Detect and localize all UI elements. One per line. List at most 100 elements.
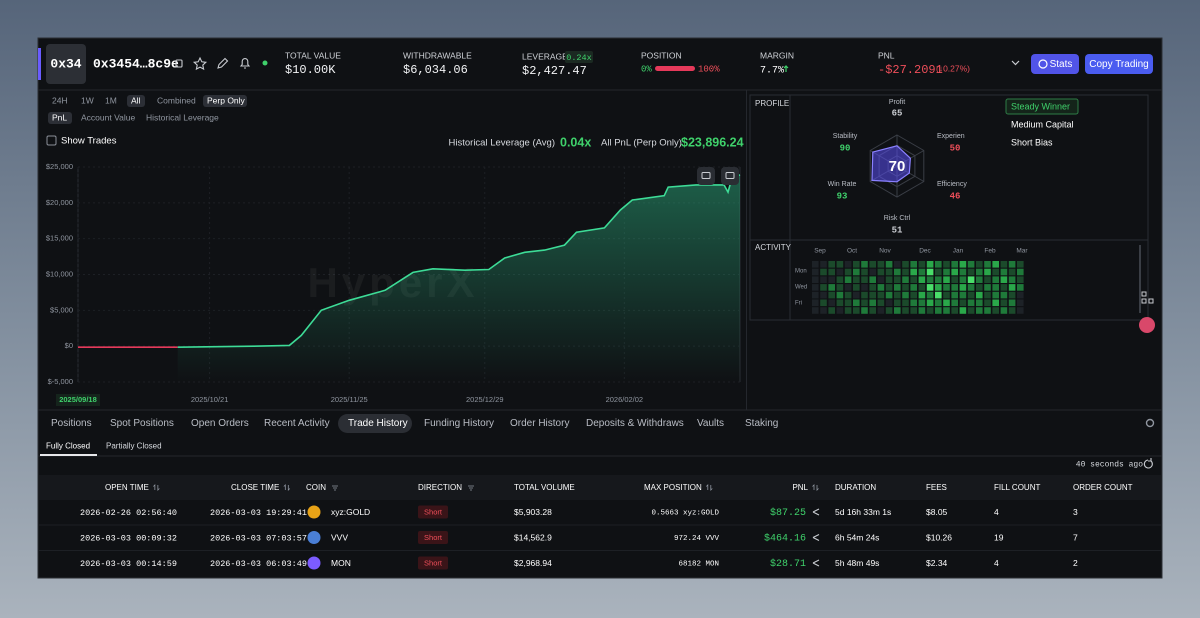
activity-cell — [967, 299, 975, 307]
control-button[interactable]: Combined — [157, 95, 196, 105]
activity-cell — [1000, 268, 1008, 276]
scrollbar[interactable] — [1139, 245, 1141, 313]
activity-cell — [869, 284, 876, 291]
column-header[interactable]: CLOSE TIME — [231, 483, 279, 492]
avatar — [46, 44, 86, 84]
tab[interactable]: Open Orders — [191, 418, 249, 429]
activity-cell — [992, 261, 999, 268]
activity-cell — [935, 291, 942, 299]
column-header[interactable]: OPEN TIME — [105, 483, 149, 492]
chart-tool-icon — [701, 172, 711, 179]
tab[interactable]: Staking — [745, 418, 778, 429]
activity-cell — [894, 284, 901, 291]
chart-tool-button[interactable] — [721, 167, 739, 185]
edit-icon[interactable] — [217, 57, 229, 69]
metric-value: 93 — [837, 191, 848, 201]
star-icon[interactable] — [192, 56, 208, 71]
activity-cell — [844, 268, 852, 276]
column-header[interactable]: TOTAL VOLUME — [514, 483, 575, 492]
activity-cell — [918, 284, 926, 291]
tab[interactable]: Deposits & Withdraws — [586, 418, 684, 429]
position-bar — [655, 66, 695, 71]
tab[interactable]: Order History — [510, 418, 569, 429]
activity-cell — [902, 268, 909, 276]
subtab[interactable]: Fully Closed — [46, 442, 90, 451]
address: 0x3454…8c9e — [93, 56, 179, 71]
column-header[interactable]: COIN — [306, 483, 326, 492]
grid-icon[interactable] — [1141, 291, 1147, 297]
control-button[interactable]: All — [131, 95, 141, 105]
tag-highlight — [1005, 98, 1079, 115]
x-tick-label: 2025/09/18 — [59, 395, 97, 404]
column-header[interactable]: MAX POSITION — [644, 483, 702, 492]
button[interactable] — [1085, 54, 1153, 74]
month-label: Nov — [879, 248, 891, 255]
stats-icon — [1038, 59, 1048, 69]
activity-cell — [836, 307, 844, 314]
activity-cell — [976, 276, 983, 283]
tab[interactable]: Positions — [51, 418, 92, 429]
button[interactable] — [1031, 54, 1079, 74]
accent-bar — [38, 48, 41, 80]
activity-cell — [935, 299, 942, 307]
tab[interactable]: Recent Activity — [264, 418, 330, 429]
activity-cell — [812, 299, 819, 307]
grid-icon[interactable] — [1141, 298, 1147, 304]
tab[interactable]: Spot Positions — [110, 418, 174, 429]
table-cell: VVV — [331, 532, 348, 542]
column-header[interactable]: DURATION — [835, 483, 876, 492]
table-cell: $14,562.9 — [514, 532, 552, 542]
activity-cell — [967, 291, 975, 299]
tab[interactable]: Vaults — [697, 418, 724, 429]
column-header[interactable]: FILL COUNT — [994, 483, 1040, 492]
table-cell: 68182 MON — [678, 560, 719, 568]
bell-icon[interactable] — [239, 58, 251, 69]
activity-cell — [885, 276, 893, 283]
column-header[interactable]: ORDER COUNT — [1073, 483, 1133, 492]
checkbox-label: Show Trades — [61, 136, 117, 147]
activity-cell — [992, 276, 999, 283]
active-tab — [338, 414, 412, 433]
control-button[interactable]: Historical Leverage — [146, 112, 219, 122]
chart-tool-button[interactable] — [697, 167, 715, 185]
activity-cell — [910, 307, 917, 314]
control-button[interactable]: 1M — [105, 95, 117, 105]
metric-value: 51 — [892, 225, 903, 235]
activity-cell — [984, 284, 991, 291]
tab[interactable]: Funding History — [424, 418, 494, 429]
control-button[interactable]: 1W — [81, 95, 94, 105]
copy-icon[interactable] — [175, 59, 183, 68]
activity-cell — [984, 261, 991, 268]
tab[interactable]: Trade History — [348, 418, 408, 429]
activity-cell — [853, 276, 860, 283]
grid-icon[interactable] — [1148, 298, 1154, 304]
settings-icon[interactable] — [1145, 418, 1155, 428]
avatar-text: 0x34 — [50, 56, 81, 71]
table-cell: $464.16 — [764, 533, 806, 545]
control-button[interactable]: 24H — [52, 95, 68, 105]
column-header[interactable]: FEES — [926, 483, 947, 492]
activity-cell — [812, 268, 819, 276]
divider — [746, 90, 747, 410]
column-header[interactable]: PNL — [792, 483, 808, 492]
control-button[interactable]: Account Value — [81, 112, 135, 122]
help-button[interactable] — [1139, 317, 1155, 333]
refresh-icon[interactable] — [1143, 458, 1153, 469]
control-button[interactable]: Perp Only — [207, 95, 246, 105]
table-cell: Short — [424, 558, 443, 567]
table-cell: 4 — [994, 558, 999, 568]
dropdown-icon[interactable] — [1011, 60, 1020, 66]
subtab[interactable]: Partially Closed — [106, 442, 162, 451]
month-label: Mar — [1016, 248, 1028, 255]
share-icon[interactable] — [812, 559, 820, 567]
share-icon[interactable] — [812, 508, 820, 516]
coin-icon — [307, 556, 321, 570]
profile-panel — [749, 94, 1149, 321]
column-header[interactable]: DIRECTION — [418, 483, 462, 492]
control-button[interactable]: PnL — [52, 112, 67, 122]
share-icon[interactable] — [812, 534, 820, 541]
stat-value: $2,427.47 — [522, 64, 587, 78]
checkbox[interactable] — [46, 135, 57, 146]
profile-tag: Steady Winner — [1011, 101, 1070, 111]
activity-cell — [992, 268, 999, 276]
